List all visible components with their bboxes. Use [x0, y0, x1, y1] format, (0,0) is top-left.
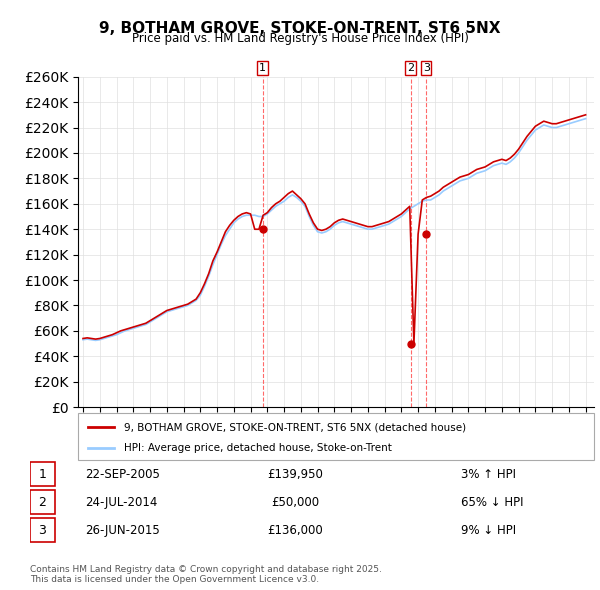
Text: 9% ↓ HPI: 9% ↓ HPI [461, 524, 515, 537]
Text: HPI: Average price, detached house, Stoke-on-Trent: HPI: Average price, detached house, Stok… [124, 444, 392, 453]
Text: Contains HM Land Registry data © Crown copyright and database right 2025.
This d: Contains HM Land Registry data © Crown c… [30, 565, 382, 584]
Text: 3: 3 [423, 63, 430, 73]
Text: 1: 1 [259, 63, 266, 73]
Text: £50,000: £50,000 [271, 496, 319, 509]
FancyBboxPatch shape [30, 490, 55, 514]
Text: 9, BOTHAM GROVE, STOKE-ON-TRENT, ST6 5NX: 9, BOTHAM GROVE, STOKE-ON-TRENT, ST6 5NX [99, 21, 501, 35]
Text: 65% ↓ HPI: 65% ↓ HPI [461, 496, 523, 509]
Text: 9, BOTHAM GROVE, STOKE-ON-TRENT, ST6 5NX (detached house): 9, BOTHAM GROVE, STOKE-ON-TRENT, ST6 5NX… [124, 422, 467, 432]
FancyBboxPatch shape [30, 462, 55, 486]
Text: 2: 2 [407, 63, 414, 73]
FancyBboxPatch shape [78, 413, 594, 460]
Text: Price paid vs. HM Land Registry's House Price Index (HPI): Price paid vs. HM Land Registry's House … [131, 32, 469, 45]
Text: 1: 1 [38, 468, 46, 481]
Text: 22-SEP-2005: 22-SEP-2005 [85, 468, 160, 481]
Text: 2: 2 [38, 496, 46, 509]
Text: 3: 3 [38, 524, 46, 537]
FancyBboxPatch shape [30, 519, 55, 542]
Text: 3% ↑ HPI: 3% ↑ HPI [461, 468, 515, 481]
Text: £136,000: £136,000 [267, 524, 323, 537]
Text: 26-JUN-2015: 26-JUN-2015 [85, 524, 160, 537]
Text: 24-JUL-2014: 24-JUL-2014 [85, 496, 158, 509]
Text: £139,950: £139,950 [267, 468, 323, 481]
